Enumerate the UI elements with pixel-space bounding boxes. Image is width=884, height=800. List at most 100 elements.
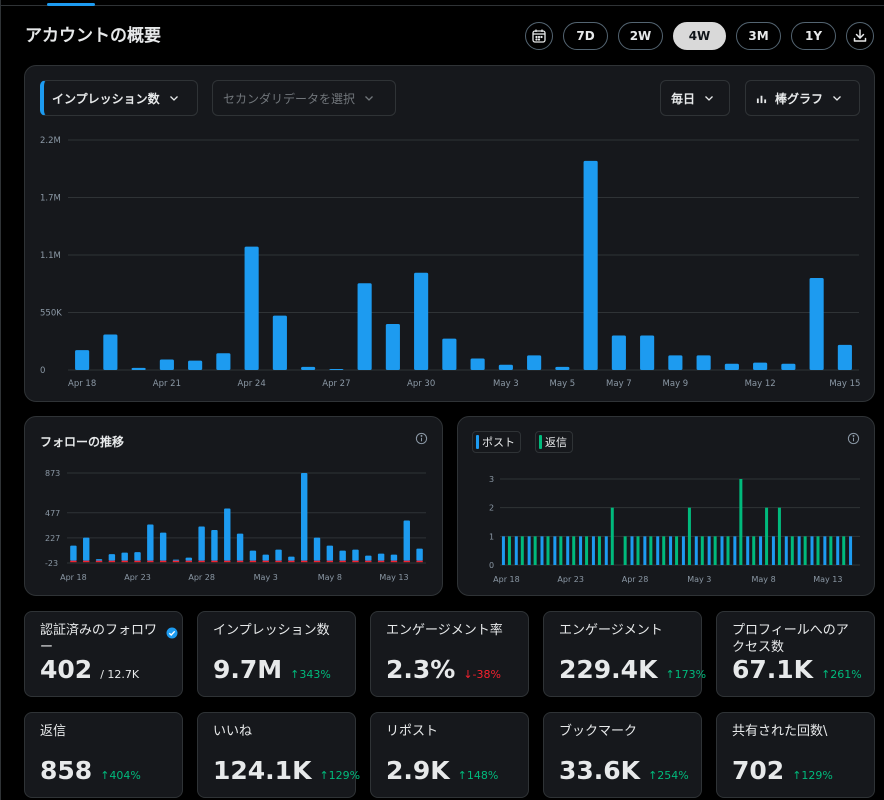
bar-loss [326,560,334,563]
bar-replies [559,536,563,565]
secondary-metric-select[interactable]: セカンダリデータを選択 [212,80,396,116]
bar [696,355,711,370]
bar-replies [739,479,743,565]
x-tick-label: Apr 18 [60,573,87,582]
bar-posts [823,536,827,565]
bar-gain [172,559,180,561]
range-1y-button[interactable]: 1Y [791,22,836,50]
bar-posts [720,536,724,565]
bar-gain [224,508,231,561]
bar [329,368,344,370]
bar [470,358,485,370]
bar-posts [501,536,505,565]
y-tick-label: 0 [40,366,45,376]
stat-value: 229.4K [559,655,658,684]
x-tick-label: May 13 [813,575,842,584]
bar-posts [656,536,660,565]
bar [555,366,570,370]
range-2w-button[interactable]: 2W [618,22,663,50]
stat-card-engagements[interactable]: エンゲージメント 229.4K ↑173% [543,611,706,697]
legend-replies[interactable]: 返信 [535,431,573,453]
download-icon [853,29,867,42]
impressions-bar-chart: 2.2M 1.7M 1.1M 550K 0 Apr 18 Apr 21 Apr 24 Apr 2… [40,136,860,389]
info-icon[interactable] [847,432,860,445]
bar [159,359,174,370]
stat-card-verified-followers[interactable]: 認証済みのフォロワー 402 / 12.7K [24,611,183,697]
y-tick-label: 2.2M [40,136,61,146]
x-tick-label: Apr 18 [493,575,520,584]
bar-loss [377,560,385,563]
stat-card-profile-visits[interactable]: プロフィールへのアクセス数 67.1K ↑261% [716,611,875,697]
bar-loss [339,560,346,563]
primary-metric-label: インプレッション数 [52,91,160,106]
bar-posts [746,536,750,565]
interval-select[interactable]: 毎日 [660,80,730,116]
stat-change: ↑148% [457,769,499,782]
bar-gain [95,559,103,561]
bar-chart-icon [756,95,767,103]
bar-posts [579,536,583,565]
bar-replies [816,536,820,565]
follow-trend-panel: フォローの推移 873 477 227 -23 Apr 18 Apr 23 Apr 28 Ma… [24,416,443,596]
stat-change: ↑129% [792,769,833,782]
download-button[interactable] [846,22,874,50]
stat-card-reposts[interactable]: リポスト 2.9K ↑148% [370,712,529,798]
bar-gain [83,537,90,561]
bar-loss [236,560,244,563]
stat-change: ↑173% [665,668,707,681]
legend-replies-label: 返信 [545,436,567,449]
stat-label: 返信 [40,724,67,739]
bar-loss [211,560,218,563]
chart-legend: ポスト 返信 [472,431,573,453]
stat-card-engagement-rate[interactable]: エンゲージメント率 2.3% ↓-38% [370,611,529,697]
stat-value: 2.9K [386,756,450,785]
bar-posts [630,536,634,565]
bar-posts [681,536,685,565]
primary-metric-select[interactable]: インプレッション数 [40,80,198,116]
posts-replies-panel: ポスト 返信 3 2 1 0 Apr 18 Apr 23 Apr 28 May 3 May 8 M… [457,416,875,596]
bar-posts [527,536,531,565]
stat-card-likes[interactable]: いいね 124.1K ↑129% [197,712,360,798]
bar-loss [172,560,180,563]
range-7d-button[interactable]: 7D [563,22,608,50]
stat-change: ↓-38% [463,668,501,681]
bar [498,364,513,370]
stat-change: ↑343% [290,668,331,681]
stat-label: エンゲージメント率 [386,623,503,638]
stat-card-replies[interactable]: 返信 858 ↑404% [24,712,183,798]
y-tick-label: 873 [45,469,60,478]
legend-replies-swatch [539,435,542,449]
range-3m-button[interactable]: 3M [736,22,781,50]
stat-card-impressions[interactable]: インプレッション数 9.7M ↑343% [197,611,356,697]
bar [103,334,118,370]
bar-replies [726,536,730,565]
chart-type-select[interactable]: 棒グラフ [745,80,860,116]
bar-posts [759,536,763,565]
bar-gain [211,530,218,561]
y-tick-label: 2 [489,504,494,513]
bar-gain [377,553,385,561]
legend-posts[interactable]: ポスト [472,431,521,453]
stat-card-bookmarks[interactable]: ブックマーク 33.6K ↑254% [543,712,702,798]
range-4w-button[interactable]: 4W [673,22,726,50]
info-icon[interactable] [415,432,428,445]
bar-loss [224,560,231,563]
bar-replies [636,536,640,565]
calendar-button[interactable] [525,22,553,50]
stat-card-shares[interactable]: 共有された回数\ 702 ↑129% [716,712,875,798]
y-tick-label: -23 [45,559,58,568]
stat-value: 67.1K [732,655,814,684]
bar-replies [572,536,576,565]
y-tick-label: 0 [489,561,494,570]
bar [244,246,259,370]
stat-label: 認証済みのフォロワー [40,623,158,655]
bar [809,278,824,370]
bar-gain [262,554,269,561]
date-range-toolbar: 7D 2W 4W 3M 1Y [525,22,874,50]
bar [272,315,287,370]
bar [837,344,852,370]
y-tick-label: 1 [489,532,494,541]
bar-posts [591,536,595,565]
chevron-down-icon [365,96,373,101]
bar [724,363,739,370]
